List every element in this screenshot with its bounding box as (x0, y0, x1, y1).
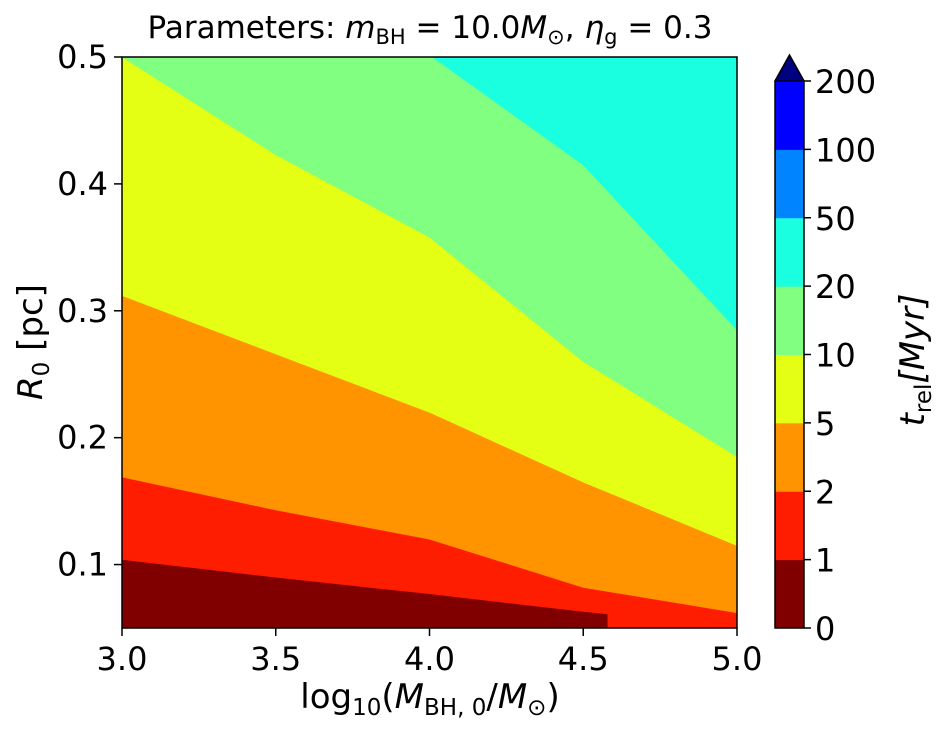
y-tick-label: 0.5 (57, 38, 108, 76)
colorbar-tick-label: 100 (815, 131, 876, 169)
colorbar-extend-arrow (773, 53, 806, 82)
colorbar: 0 1 2 5 10 20 50 100 200 (773, 53, 876, 648)
x-axis-ticks: 3.0 3.5 4.0 4.5 5.0 (97, 628, 763, 678)
colorbar-tick-label: 2 (815, 473, 835, 511)
y-tick-label: 0.2 (57, 419, 108, 457)
colorbar-tick-label: 200 (815, 63, 876, 101)
colorbar-label: trel[Myr] (893, 294, 937, 427)
colorbar-block-50-100 (775, 149, 804, 219)
y-tick-label: 0.1 (57, 546, 108, 584)
colorbar-outline (774, 53, 805, 629)
colorbar-block-100-200 (775, 81, 804, 150)
x-tick-label: 4.5 (558, 640, 609, 678)
y-axis-label: R0 [pc] (11, 284, 55, 400)
colorbar-tick-label: 1 (815, 542, 835, 580)
y-tick-label: 0.3 (57, 292, 108, 330)
y-tick-label: 0.4 (57, 165, 108, 203)
colorbar-tick-label: 10 (815, 337, 856, 375)
colorbar-tick-label: 0 (815, 610, 835, 648)
x-tick-label: 3.0 (97, 640, 148, 678)
colorbar-block-10-20 (775, 286, 804, 355)
x-tick-label: 3.5 (250, 640, 301, 678)
plot-area: 3.0 3.5 4.0 4.5 5.0 0.1 0.2 0.3 0.4 0.5 (57, 38, 762, 678)
colorbar-block-5-10 (775, 354, 804, 424)
colorbar-tick-label: 5 (815, 405, 835, 443)
colorbar-block-20-50 (775, 217, 804, 287)
x-axis-label: log10(MBH, 0/M⊙) (300, 677, 559, 721)
colorbar-blocks (775, 81, 804, 629)
x-tick-label: 4.0 (404, 640, 455, 678)
colorbar-tick-label: 50 (815, 200, 856, 238)
colorbar-block-2-5 (775, 422, 804, 492)
colorbar-tick-label: 20 (815, 268, 856, 306)
y-axis-ticks: 0.1 0.2 0.3 0.4 0.5 (57, 38, 122, 584)
chart-title: Parameters: mBH = 10.0M⊙, ηg = 0.3 (148, 10, 713, 49)
colorbar-block-0-1 (775, 559, 804, 629)
colorbar-ticks: 0 1 2 5 10 20 50 100 200 (804, 63, 876, 648)
contour-regions (120, 56, 738, 629)
x-tick-label: 5.0 (712, 640, 763, 678)
colorbar-block-1-2 (775, 491, 804, 561)
